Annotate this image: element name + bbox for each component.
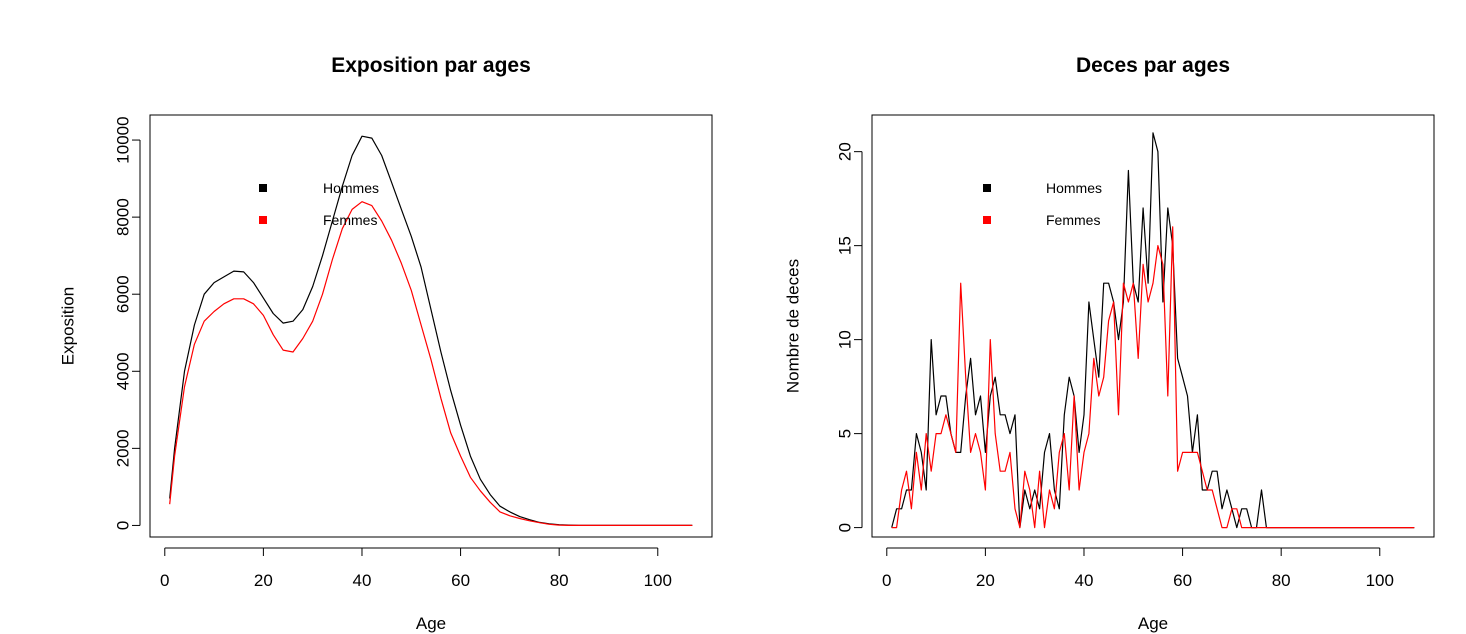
legend-label-hommes: Hommes bbox=[323, 180, 379, 196]
x-tick-label: 40 bbox=[353, 571, 372, 590]
x-tick-label: 80 bbox=[1272, 571, 1291, 590]
y-tick-label: 4000 bbox=[114, 352, 133, 390]
x-tick-label: 0 bbox=[882, 571, 891, 590]
series-line-hommes bbox=[891, 132, 1415, 529]
x-tick-label: 40 bbox=[1075, 571, 1094, 590]
series-line-femmes bbox=[891, 226, 1415, 529]
legend: Hommes Femmes bbox=[259, 180, 379, 228]
y-axis-label: Exposition bbox=[59, 287, 78, 365]
x-tick-label: 100 bbox=[644, 571, 672, 590]
legend-marker-femmes bbox=[983, 216, 991, 224]
series-line-hommes bbox=[169, 135, 693, 527]
y-tick-label: 2000 bbox=[114, 429, 133, 467]
series-line-femmes bbox=[169, 201, 693, 527]
y-tick-label: 0 bbox=[836, 523, 855, 532]
plot-frame bbox=[871, 114, 1435, 538]
y-tick-label: 5 bbox=[836, 429, 855, 438]
y-tick-label: 20 bbox=[836, 142, 855, 161]
y-tick-label: 0 bbox=[114, 521, 133, 530]
y-tick-label: 10000 bbox=[114, 116, 133, 163]
chart-title: Exposition par ages bbox=[331, 54, 531, 77]
x-tick-label: 100 bbox=[1366, 571, 1394, 590]
chart-title: Deces par ages bbox=[1076, 54, 1230, 77]
legend-marker-femmes bbox=[259, 216, 267, 224]
x-axis-label: Age bbox=[416, 614, 446, 633]
legend-marker-hommes bbox=[259, 184, 267, 192]
chart-panel-2: Deces par ages 0 20 40 60 80 100 Age 0 5 10 15 20 Nom… bbox=[784, 54, 1435, 633]
legend-marker-hommes bbox=[983, 184, 991, 192]
chart-panel-1: Exposition par ages 0 20 40 60 80 100 Age 0 2000 4… bbox=[59, 54, 713, 633]
y-tick-label: 8000 bbox=[114, 198, 133, 236]
x-tick-label: 60 bbox=[451, 571, 470, 590]
legend: Hommes Femmes bbox=[983, 180, 1102, 228]
legend-label-femmes: Femmes bbox=[323, 212, 377, 228]
y-tick-label: 15 bbox=[836, 236, 855, 255]
x-tick-label: 0 bbox=[160, 571, 169, 590]
legend-label-hommes: Hommes bbox=[1046, 180, 1102, 196]
plot-frame bbox=[149, 114, 713, 538]
x-tick-label: 60 bbox=[1173, 571, 1192, 590]
x-tick-label: 20 bbox=[254, 571, 273, 590]
legend-label-femmes: Femmes bbox=[1046, 212, 1100, 228]
x-tick-label: 80 bbox=[550, 571, 569, 590]
x-axis-label: Age bbox=[1138, 614, 1168, 633]
x-tick-label: 20 bbox=[976, 571, 995, 590]
y-axis-label: Nombre de deces bbox=[784, 259, 803, 393]
y-tick-label: 6000 bbox=[114, 275, 133, 313]
y-tick-label: 10 bbox=[836, 330, 855, 349]
